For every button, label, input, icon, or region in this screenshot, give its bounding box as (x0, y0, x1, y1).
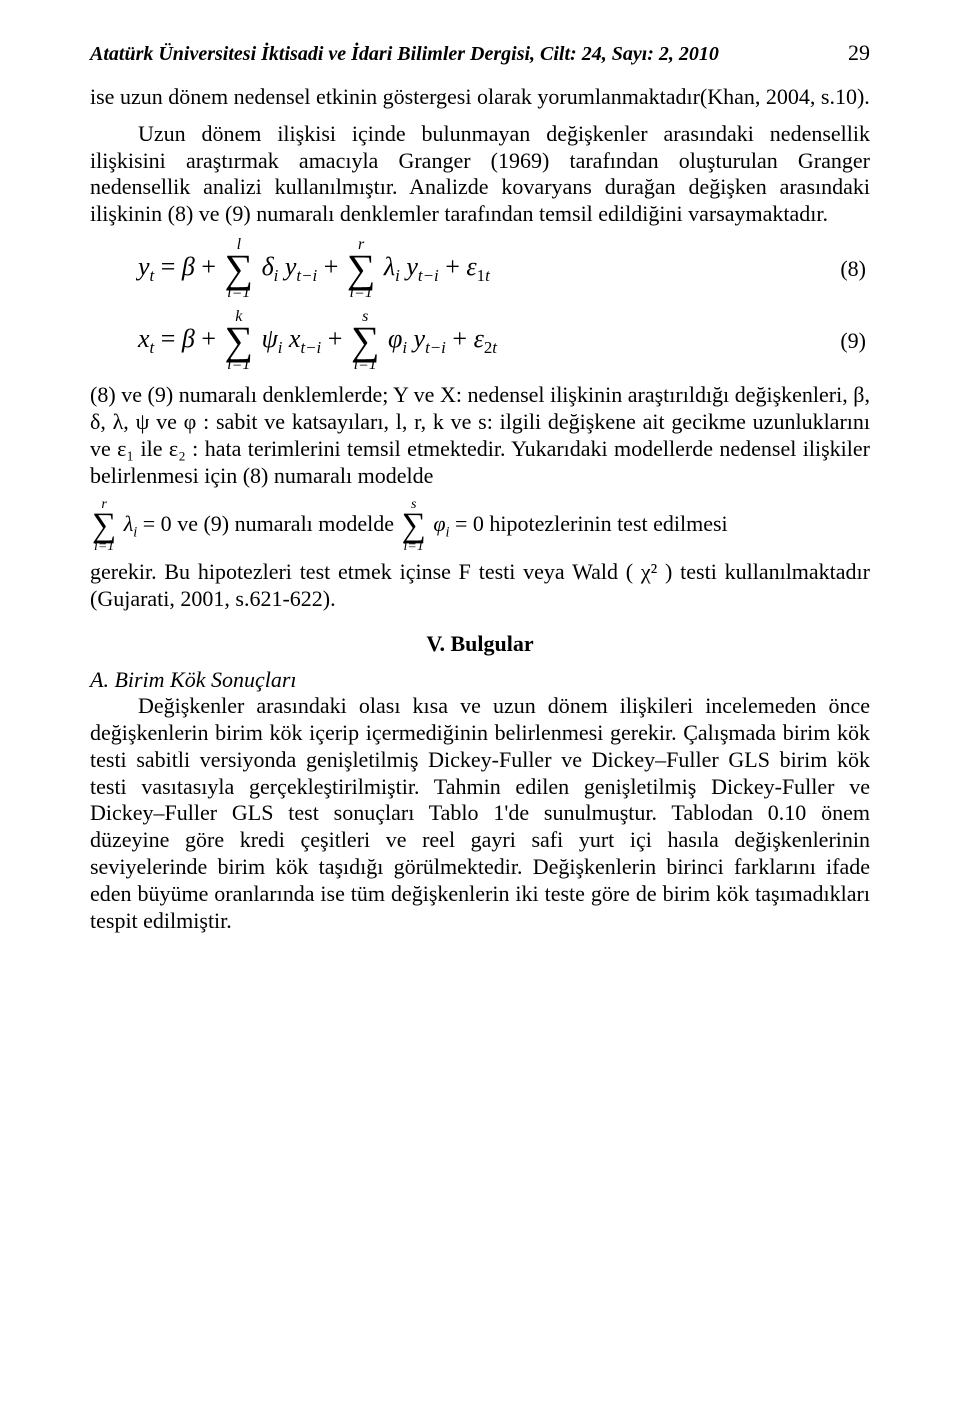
paragraph-2b: r ∑ i=1 λi = 0 ve (9) numaralı modelde s… (90, 499, 870, 553)
section-5-title: V. Bulgular (90, 631, 870, 657)
paragraph-1: Uzun dönem ilişkisi içinde bulunmayan de… (90, 121, 870, 228)
para2b-end: hipotezlerinin test edilmesi (489, 512, 727, 537)
paragraph-2c: gerekir. Bu hipotezleri test etmek içins… (90, 559, 870, 613)
running-header: Atatürk Üniversitesi İktisadi ve İdari B… (90, 40, 870, 66)
equation-9: xt = β + k ∑ i=1 ψi xt−i + s ∑ i=1 φi yt… (90, 310, 870, 372)
paragraph-2a: (8) ve (9) numaralı denklemlerde; Y ve X… (90, 382, 870, 489)
journal-title: Atatürk Üniversitesi İktisadi ve İdari B… (90, 43, 719, 66)
intro-fragment: ise uzun dönem nedensel etkinin gösterge… (90, 84, 870, 111)
equation-9-expr: xt = β + k ∑ i=1 ψi xt−i + s ∑ i=1 φi yt… (90, 310, 497, 372)
equation-9-number: (9) (840, 328, 870, 354)
equation-8-number: (8) (840, 256, 870, 282)
equation-8-expr: yt = β + l ∑ i=1 δi yt−i + r ∑ i=1 λi yt… (90, 238, 490, 300)
subsection-a-title: A. Birim Kök Sonuçları (90, 667, 870, 693)
subsection-a-body: Değişkenler arasındaki olası kısa ve uzu… (90, 693, 870, 934)
page-number: 29 (832, 40, 870, 66)
equation-8: yt = β + l ∑ i=1 δi yt−i + r ∑ i=1 λi yt… (90, 238, 870, 300)
para2b-mid: ve (9) numaralı modelde (177, 512, 394, 537)
